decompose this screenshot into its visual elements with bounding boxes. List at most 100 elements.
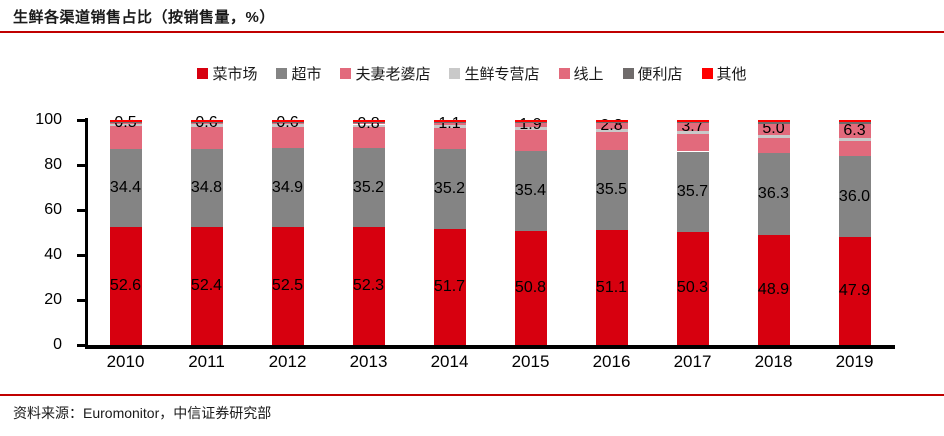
bar-segment [109,121,142,123]
bar-segment [433,228,466,345]
x-axis-category-label: 2012 [268,352,307,371]
bar-segment [109,149,142,227]
bar-segment [433,122,466,126]
bar-segment [190,122,223,125]
legend-item: 菜市场 [197,63,257,84]
bar-value-label: 52.3 [352,277,385,295]
legend-label: 夫妻老婆店 [355,65,431,83]
bar-segment [838,237,871,345]
legend-item: 线上 [558,63,604,84]
bar-segment [757,120,790,122]
bar-segment [514,120,547,122]
bar-segment [433,149,466,229]
bar-segment [838,140,871,157]
bar-value-label: 0.6 [276,114,299,132]
bar-value-label: 34.4 [109,178,142,196]
y-axis-line [85,118,88,349]
bar-segment [352,121,385,123]
y-axis-tick-mark [77,254,85,257]
bar-value-label: 52.6 [109,276,142,294]
legend-swatch-icon [197,67,209,79]
bar-segment [757,137,790,154]
legend-label: 线上 [573,65,604,83]
y-axis-tick-mark [77,344,85,347]
bar-value-label: 36.3 [757,185,790,203]
bar-value-label: 36.0 [838,187,871,205]
bar-segment [595,150,628,231]
source-note: 资料来源：Euromonitor，中信证券研究部 [13,405,272,421]
x-axis-category-label: 2015 [511,352,550,371]
bar-segment [271,124,304,127]
bar-segment [757,121,790,124]
bar-segment [109,123,142,127]
bar-value-label: 51.7 [433,277,466,295]
x-axis-category-label: 2010 [106,352,145,371]
bar-segment [514,127,547,130]
legend-item: 夫妻老婆店 [340,63,430,84]
bar-segment [595,230,628,345]
y-axis-tick-label: 20 [44,291,62,308]
bar-segment [595,122,628,130]
bar-segment [838,156,871,238]
bar-segment [514,129,547,152]
bar-segment [838,124,871,139]
bar-value-label: 51.1 [595,278,628,296]
bar-value-label: 34.9 [271,178,304,196]
bar-value-label: 52.4 [190,277,223,295]
legend-swatch-icon [449,67,461,79]
x-axis-category-label: 2013 [349,352,388,371]
bar-segment [838,138,871,141]
bar-segment [190,120,223,122]
bar-segment [514,121,547,123]
bar-segment [757,153,790,235]
bar-value-label: 35.7 [676,182,709,200]
bar-value-label: 52.5 [271,276,304,294]
legend-swatch-icon [558,67,570,79]
bar-segment [190,227,223,345]
legend-label: 菜市场 [212,65,258,83]
bar-value-label: 1.1 [438,114,461,132]
bar-value-label: 5.0 [762,120,785,138]
bar-segment [838,120,871,123]
bar-segment [271,122,304,125]
legend-item: 便利店 [622,63,683,84]
bar-segment [109,126,142,150]
x-axis-category-label: 2017 [673,352,712,371]
legend-item: 生鲜专营店 [449,63,540,84]
bar-value-label: 35.4 [514,181,547,199]
y-axis-tick-mark [77,299,85,302]
bar-segment [271,148,304,227]
bar-segment [433,120,466,122]
bar-segment [757,123,790,135]
bar-segment [109,120,142,122]
bar-segment [757,234,790,345]
legend-label: 生鲜专营店 [464,65,540,83]
bar-segment [595,120,628,122]
x-axis-category-label: 2016 [592,352,631,371]
bar-segment [676,121,709,123]
legend-item: 超市 [276,63,321,84]
bar-segment [271,120,304,122]
x-axis-category-label: 2014 [430,352,469,371]
x-axis-category-label: 2018 [754,352,793,371]
legend-label: 超市 [291,65,322,83]
bar-segment [352,122,385,125]
bar-segment [514,151,547,231]
bar-segment [352,120,385,122]
bar-value-label: 0.8 [357,114,380,132]
legend-swatch-icon [701,67,713,79]
footer-divider [0,394,944,396]
bar-segment [676,120,709,122]
bar-segment [190,126,223,149]
legend-swatch-icon [340,67,352,79]
bar-segment [109,122,142,124]
bar-segment [352,148,385,228]
bar-segment [352,227,385,345]
bar-segment [352,124,385,127]
bar-segment [352,126,385,149]
bar-segment [271,121,304,123]
y-axis-tick-label: 100 [35,111,62,128]
bar-segment [676,131,709,134]
bar-segment [433,127,466,150]
bar-value-label: 50.8 [514,278,547,296]
